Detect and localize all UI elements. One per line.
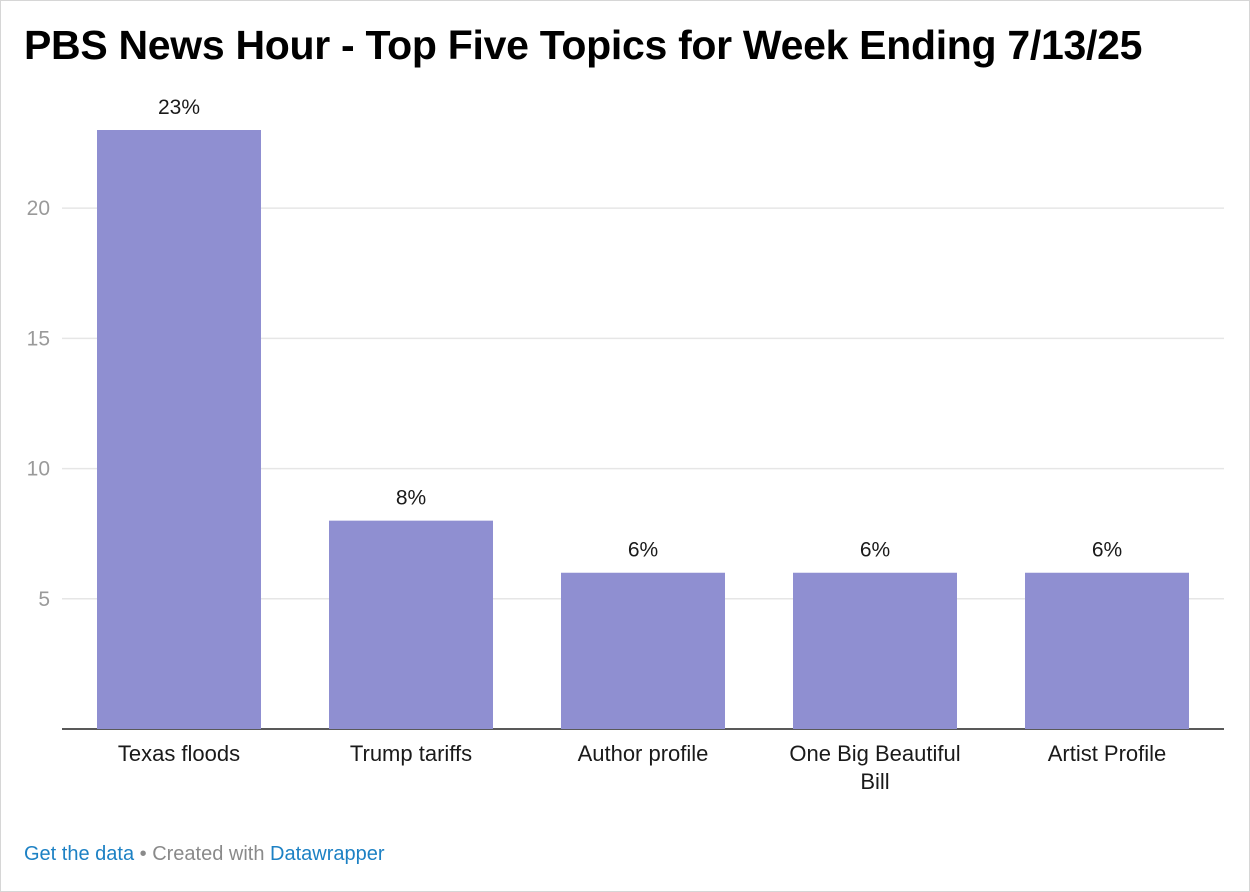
bar [97,130,261,729]
footer-separator: • Created with [134,843,271,865]
bar [329,520,493,729]
data-label: 23% [158,96,200,119]
data-label: 8% [396,487,426,510]
datawrapper-link[interactable]: Datawrapper [270,843,385,865]
x-category-label: Artist Profile [1048,741,1167,766]
y-tick-label: 20 [27,197,50,220]
x-category-label: Trump tariffs [350,741,472,766]
y-tick-label: 10 [27,458,50,481]
get-data-link[interactable]: Get the data [24,843,135,865]
bar [793,572,957,729]
bar [1025,572,1189,729]
x-category-label: Author profile [578,741,709,766]
y-tick-label: 15 [27,327,50,350]
y-tick-label: 5 [38,588,50,611]
x-category-label: One Big Beautiful Bill [789,741,960,794]
chart-footer: Get the data • Created with Datawrapper [24,843,385,866]
chart-title: PBS News Hour - Top Five Topics for Week… [24,22,1143,68]
x-category-label: Texas floods [118,741,240,766]
data-label: 6% [1092,539,1122,562]
data-label: 6% [628,539,658,562]
bar [561,572,725,729]
data-label: 6% [860,539,890,562]
